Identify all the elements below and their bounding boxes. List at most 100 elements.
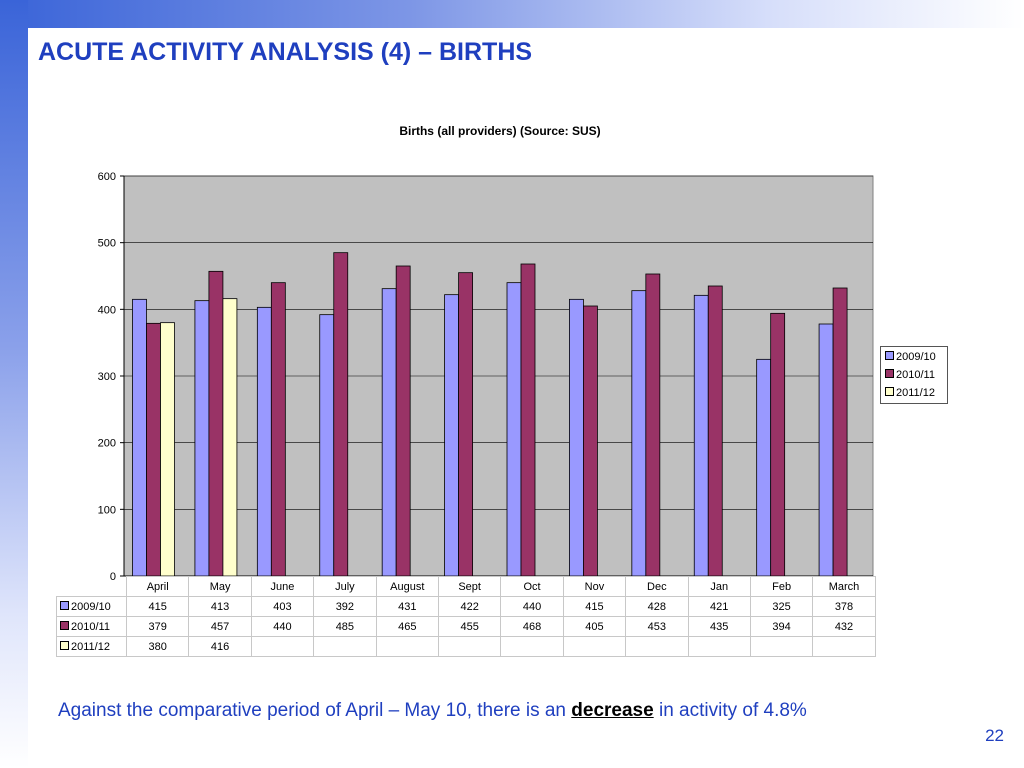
table-value-cell: 378 xyxy=(812,596,876,617)
page-number: 22 xyxy=(985,726,1004,745)
table-value-cell: 440 xyxy=(500,596,564,617)
bar xyxy=(818,323,834,577)
y-tick-label: 600 xyxy=(98,171,116,183)
bar xyxy=(506,282,522,577)
table-value-cell: 422 xyxy=(437,596,502,617)
table-value-cell xyxy=(562,636,627,657)
bar xyxy=(444,294,459,577)
table-value-cell: 415 xyxy=(125,596,190,617)
footer-emphasis: decrease xyxy=(571,700,654,721)
table-category-cell: April xyxy=(125,576,190,597)
table-value-cell: 468 xyxy=(500,616,564,637)
table-value-cell: 435 xyxy=(687,616,751,637)
table-category-cell: August xyxy=(375,576,439,597)
data-table: April May June July August Sept Oct Nov Dec Jan Fe… xyxy=(56,576,876,657)
table-series-label: 2010/11 xyxy=(71,620,110,633)
table-value-cell: 380 xyxy=(125,636,190,657)
y-tick-label: 300 xyxy=(98,371,116,383)
footer-text-pre: Against the comparative period of April … xyxy=(58,700,572,721)
table-value-cell xyxy=(500,636,564,657)
table-value-cell xyxy=(375,636,439,657)
table-row: 2011/12 380 416 xyxy=(56,636,876,657)
table-value-cell: 428 xyxy=(625,596,689,617)
table-value-cell: 455 xyxy=(437,616,502,637)
table-value-cell: 421 xyxy=(687,596,751,617)
table-value-cell: 379 xyxy=(125,616,190,637)
table-value-cell: 405 xyxy=(562,616,627,637)
table-corner-cell xyxy=(56,576,127,597)
table-series-label: 2009/10 xyxy=(71,600,111,613)
legend-item: 2009/10 xyxy=(885,350,936,364)
table-value-cell: 485 xyxy=(313,616,377,637)
table-category-cell: March xyxy=(812,576,876,597)
table-value-cell: 416 xyxy=(188,636,252,657)
bar xyxy=(160,322,175,577)
table-category-cell: May xyxy=(188,576,252,597)
y-tick-label: 400 xyxy=(98,304,116,316)
table-header-row: April May June July August Sept Oct Nov Dec Jan Fe… xyxy=(56,576,876,597)
table-series-label: 2011/12 xyxy=(71,640,110,653)
table-category-cell: Jan xyxy=(687,576,751,597)
left-gradient-band xyxy=(0,0,28,768)
table-value-cell xyxy=(625,636,689,657)
bar xyxy=(319,314,335,577)
bar xyxy=(645,273,661,577)
table-value-cell: 392 xyxy=(313,596,377,617)
table-value-cell: 415 xyxy=(562,596,627,617)
bar xyxy=(520,263,536,577)
legend-label: 2011/12 xyxy=(896,387,935,399)
table-value-cell: 394 xyxy=(749,616,814,637)
table-series-cell: 2010/11 xyxy=(56,616,127,637)
table-value-cell: 432 xyxy=(812,616,876,637)
table-category-cell: Dec xyxy=(625,576,689,597)
bar xyxy=(270,282,286,577)
table-category-cell: Feb xyxy=(749,576,814,597)
table-value-cell: 431 xyxy=(375,596,439,617)
table-row: 2009/10 415 413 403 392 431 422 440 415 428 421 325… xyxy=(56,596,876,617)
footer-note: Against the comparative period of April … xyxy=(58,700,807,722)
table-category-cell: June xyxy=(250,576,315,597)
table-value-cell xyxy=(812,636,876,657)
bar xyxy=(222,298,238,577)
table-value-cell xyxy=(250,636,315,657)
y-tick-label: 100 xyxy=(98,504,116,516)
table-value-cell: 453 xyxy=(625,616,689,637)
table-category-cell: Oct xyxy=(500,576,564,597)
table-value-cell xyxy=(749,636,814,657)
y-tick-label: 500 xyxy=(98,238,116,250)
table-value-cell: 325 xyxy=(749,596,814,617)
bar xyxy=(583,305,598,577)
legend-swatch xyxy=(885,387,894,396)
table-category-cell: July xyxy=(313,576,377,597)
bar xyxy=(707,285,723,577)
bar xyxy=(256,306,272,577)
bar xyxy=(333,252,349,577)
table-series-cell: 2011/12 xyxy=(56,636,127,657)
footer-text-post: in activity of 4.8% xyxy=(653,700,807,721)
chart-legend: 2009/10 2010/11 2011/12 xyxy=(880,346,948,404)
bar xyxy=(756,358,772,577)
table-category-cell: Sept xyxy=(437,576,502,597)
bar xyxy=(569,298,584,577)
table-value-cell: 465 xyxy=(375,616,439,637)
bar xyxy=(132,298,147,577)
table-swatch xyxy=(60,620,69,630)
table-series-cell: 2009/10 xyxy=(56,596,127,617)
legend-item: 2011/12 xyxy=(885,386,935,400)
table-row: 2010/11 379 457 440 485 465 455 468 405 453 435 394… xyxy=(56,616,876,637)
legend-item: 2010/11 xyxy=(885,368,935,382)
bar xyxy=(832,287,848,577)
y-tick-label: 200 xyxy=(98,438,116,450)
top-gradient-band xyxy=(0,0,1024,28)
bar xyxy=(194,300,210,577)
legend-swatch xyxy=(885,369,894,378)
table-value-cell xyxy=(437,636,502,657)
table-value-cell: 457 xyxy=(188,616,252,637)
bar xyxy=(693,294,709,577)
slide-title: ACUTE ACTIVITY ANALYSIS (4) – BIRTHS xyxy=(38,38,533,66)
table-value-cell: 403 xyxy=(250,596,315,617)
table-swatch xyxy=(60,600,69,610)
table-value-cell: 440 xyxy=(250,616,315,637)
table-category-cell: Nov xyxy=(562,576,627,597)
